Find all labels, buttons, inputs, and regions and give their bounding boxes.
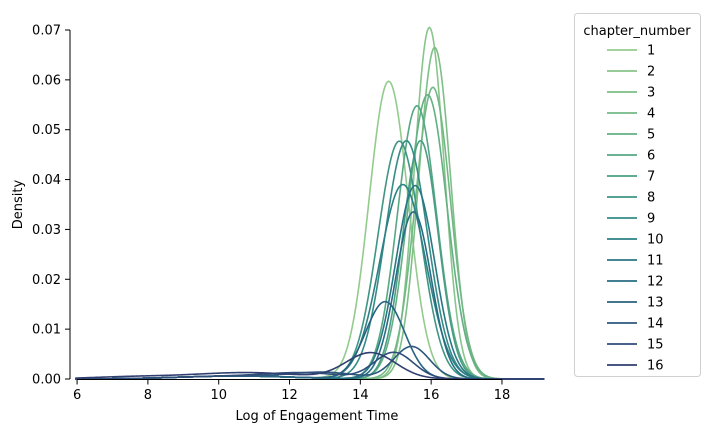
x-tick-label: 16 xyxy=(423,388,440,403)
y-tick-label: 0.01 xyxy=(32,323,61,338)
y-tick-label: 0.02 xyxy=(32,273,61,288)
density-line-4 xyxy=(75,86,545,380)
density-line-6 xyxy=(75,104,545,380)
legend-label-4: 4 xyxy=(647,107,655,122)
y-tick-label: 0.03 xyxy=(32,223,61,238)
density-curves xyxy=(75,26,545,380)
density-line-13 xyxy=(75,300,545,380)
density-line-11 xyxy=(75,184,545,380)
legend-label-5: 5 xyxy=(647,128,655,143)
density-line-2 xyxy=(75,26,545,380)
density-line-9 xyxy=(75,139,545,380)
legend-label-2: 2 xyxy=(647,65,655,80)
y-axis-label: Density xyxy=(11,179,26,229)
x-tick-label: 12 xyxy=(281,388,298,403)
legend-label-1: 1 xyxy=(647,44,655,59)
legend-label-16: 16 xyxy=(647,359,664,374)
legend-label-8: 8 xyxy=(647,191,655,206)
y-tick-label: 0.07 xyxy=(32,24,61,39)
legend-label-3: 3 xyxy=(647,86,655,101)
x-tick-label: 14 xyxy=(352,388,369,403)
x-tick-label: 18 xyxy=(494,388,511,403)
density-line-10 xyxy=(75,183,545,380)
density-line-5 xyxy=(75,94,545,380)
legend-label-11: 11 xyxy=(647,254,664,269)
density-line-7 xyxy=(75,139,545,380)
legend-label-14: 14 xyxy=(647,317,664,332)
legend-label-9: 9 xyxy=(647,212,655,227)
density-line-12 xyxy=(75,211,545,380)
legend-label-13: 13 xyxy=(647,296,664,311)
y-tick-label: 0.05 xyxy=(32,123,61,138)
x-tick-label: 8 xyxy=(144,388,152,403)
legend-label-6: 6 xyxy=(647,149,655,164)
legend-label-12: 12 xyxy=(647,275,664,290)
density-line-8 xyxy=(75,140,545,380)
x-axis-label: Log of Engagement Time xyxy=(236,409,399,424)
density-line-3 xyxy=(75,46,545,380)
x-tick-label: 10 xyxy=(210,388,227,403)
legend-label-7: 7 xyxy=(647,170,655,185)
density-line-16 xyxy=(75,351,545,380)
legend-title: chapter_number xyxy=(583,24,691,39)
legend-box xyxy=(574,13,701,377)
density-line-1 xyxy=(75,80,545,380)
legend-label-15: 15 xyxy=(647,338,664,353)
y-tick-label: 0.04 xyxy=(32,173,61,188)
y-tick-label: 0.00 xyxy=(32,373,61,388)
legend-label-10: 10 xyxy=(647,233,664,248)
x-tick-label: 6 xyxy=(73,388,81,403)
axes: 0.00 0.01 0.02 0.03 0.04 0.05 0.06 0.07 6 8 10 12 14… xyxy=(11,24,510,425)
y-tick-label: 0.06 xyxy=(32,73,61,88)
